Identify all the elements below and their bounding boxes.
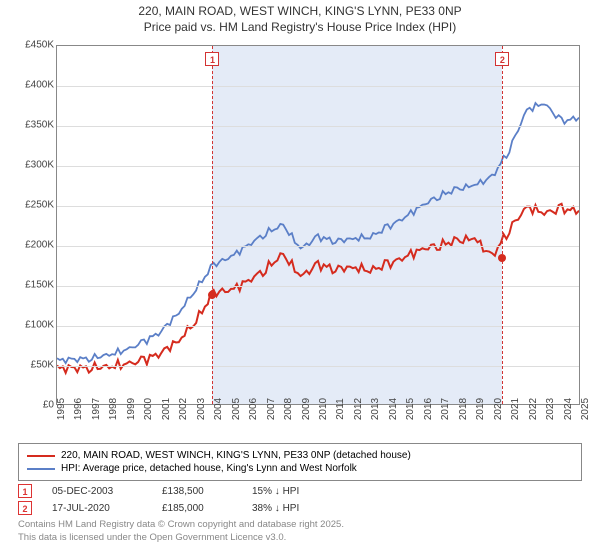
x-tick: 2015 <box>405 398 416 420</box>
page: 220, MAIN ROAD, WEST WINCH, KING'S LYNN,… <box>0 0 600 560</box>
sale-row-marker: 1 <box>18 484 32 498</box>
x-tick: 1995 <box>56 398 67 420</box>
y-tick: £400K <box>25 80 54 91</box>
x-tick: 2020 <box>493 398 504 420</box>
x-tick: 2002 <box>178 398 189 420</box>
x-tick: 2004 <box>213 398 224 420</box>
x-tick: 2011 <box>335 398 346 420</box>
footer: Contains HM Land Registry data © Crown c… <box>18 519 582 544</box>
y-tick: £50K <box>31 360 54 371</box>
legend-row-1: 220, MAIN ROAD, WEST WINCH, KING'S LYNN,… <box>27 450 573 461</box>
x-tick: 2007 <box>266 398 277 420</box>
chart-area: 12 £0£50K£100K£150K£200K£250K£300K£350K£… <box>10 37 590 437</box>
legend: 220, MAIN ROAD, WEST WINCH, KING'S LYNN,… <box>18 443 582 481</box>
footer-line-2: This data is licensed under the Open Gov… <box>18 532 582 544</box>
x-tick: 2016 <box>423 398 434 420</box>
sale-vline <box>212 46 213 404</box>
series-line <box>57 103 579 363</box>
title-line-2: Price paid vs. HM Land Registry's House … <box>0 20 600 36</box>
sale-marker-box: 2 <box>495 52 509 66</box>
sale-row-diff: 15% ↓ HPI <box>252 486 299 497</box>
x-tick: 2017 <box>440 398 451 420</box>
y-grid <box>57 166 579 167</box>
legend-label-2: HPI: Average price, detached house, King… <box>61 463 357 474</box>
sale-row-marker: 2 <box>18 501 32 515</box>
y-grid <box>57 206 579 207</box>
y-grid <box>57 126 579 127</box>
sale-marker-box: 1 <box>205 52 219 66</box>
y-tick: £450K <box>25 40 54 51</box>
x-tick: 2009 <box>301 398 312 420</box>
sale-row-price: £185,000 <box>162 503 232 514</box>
x-tick: 2021 <box>510 398 521 420</box>
sale-row-diff: 38% ↓ HPI <box>252 503 299 514</box>
y-tick: £150K <box>25 280 54 291</box>
y-tick: £350K <box>25 120 54 131</box>
x-tick: 1999 <box>126 398 137 420</box>
y-grid <box>57 86 579 87</box>
title-line-1: 220, MAIN ROAD, WEST WINCH, KING'S LYNN,… <box>0 4 600 20</box>
sale-row-date: 05-DEC-2003 <box>52 486 142 497</box>
x-tick: 2022 <box>528 398 539 420</box>
x-tick: 1997 <box>91 398 102 420</box>
line-layer <box>57 46 579 404</box>
sale-vline <box>502 46 503 404</box>
y-tick: £100K <box>25 320 54 331</box>
legend-swatch-1 <box>27 455 55 457</box>
sale-dot <box>498 254 506 262</box>
x-tick: 2025 <box>580 398 591 420</box>
x-tick: 1998 <box>108 398 119 420</box>
x-tick: 2005 <box>231 398 242 420</box>
x-tick: 2014 <box>388 398 399 420</box>
legend-row-2: HPI: Average price, detached house, King… <box>27 463 573 474</box>
x-tick: 2019 <box>475 398 486 420</box>
x-tick: 2024 <box>563 398 574 420</box>
chart-title: 220, MAIN ROAD, WEST WINCH, KING'S LYNN,… <box>0 0 600 37</box>
y-grid <box>57 326 579 327</box>
sale-row-price: £138,500 <box>162 486 232 497</box>
y-grid <box>57 286 579 287</box>
x-tick: 1996 <box>73 398 84 420</box>
footer-line-1: Contains HM Land Registry data © Crown c… <box>18 519 582 531</box>
x-tick: 2012 <box>353 398 364 420</box>
x-tick: 2023 <box>545 398 556 420</box>
x-tick: 2010 <box>318 398 329 420</box>
sale-row-date: 17-JUL-2020 <box>52 503 142 514</box>
x-tick: 2000 <box>143 398 154 420</box>
x-tick: 2018 <box>458 398 469 420</box>
y-tick: £300K <box>25 160 54 171</box>
sale-row: 2 17-JUL-2020 £185,000 38% ↓ HPI <box>18 501 582 515</box>
x-tick: 2001 <box>161 398 172 420</box>
legend-swatch-2 <box>27 468 55 470</box>
x-tick: 2006 <box>248 398 259 420</box>
y-tick: £250K <box>25 200 54 211</box>
y-tick: £200K <box>25 240 54 251</box>
legend-label-1: 220, MAIN ROAD, WEST WINCH, KING'S LYNN,… <box>61 450 411 461</box>
y-tick: £0 <box>43 400 54 411</box>
plot: 12 <box>56 45 580 405</box>
x-tick: 2003 <box>196 398 207 420</box>
x-tick: 2013 <box>370 398 381 420</box>
sale-table: 1 05-DEC-2003 £138,500 15% ↓ HPI 2 17-JUL-202… <box>18 484 582 515</box>
y-grid <box>57 246 579 247</box>
sale-dot <box>208 291 216 299</box>
x-tick: 2008 <box>283 398 294 420</box>
sale-row: 1 05-DEC-2003 £138,500 15% ↓ HPI <box>18 484 582 498</box>
y-grid <box>57 366 579 367</box>
